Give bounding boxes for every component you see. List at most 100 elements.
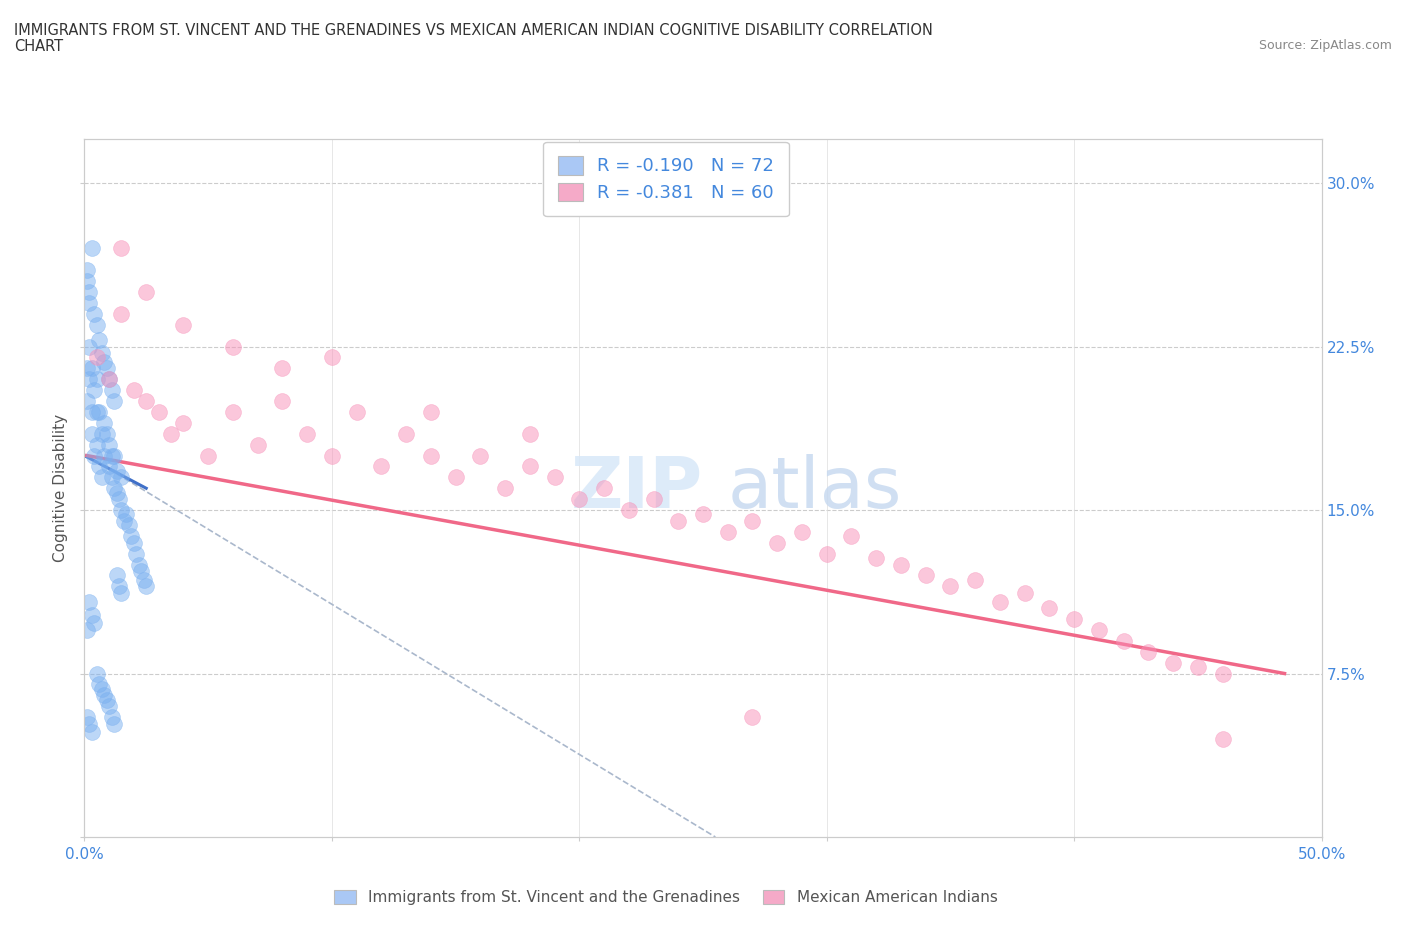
Point	[271, 361, 294, 376]
Point	[914, 568, 936, 583]
Text: IMMIGRANTS FROM ST. VINCENT AND THE GRENADINES VS MEXICAN AMERICAN INDIAN COGNIT: IMMIGRANTS FROM ST. VINCENT AND THE GREN…	[14, 23, 934, 38]
Point	[128, 557, 150, 572]
Point	[129, 564, 152, 578]
Point	[83, 307, 105, 322]
Point	[83, 616, 105, 631]
Point	[86, 437, 108, 452]
Point	[1112, 633, 1135, 648]
Point	[110, 502, 132, 517]
Text: Source: ZipAtlas.com: Source: ZipAtlas.com	[1258, 39, 1392, 52]
Point	[419, 448, 441, 463]
Point	[93, 416, 115, 431]
Point	[543, 470, 565, 485]
Point	[80, 361, 103, 376]
Point	[1212, 732, 1234, 747]
Point	[110, 586, 132, 601]
Point	[79, 372, 101, 387]
Point	[98, 698, 121, 713]
Point	[76, 393, 98, 408]
Point	[717, 525, 740, 539]
Point	[79, 285, 101, 299]
Point	[86, 350, 108, 365]
Point	[1038, 601, 1060, 616]
Point	[370, 459, 392, 474]
Point	[89, 405, 111, 419]
Point	[890, 557, 912, 572]
Point	[79, 594, 101, 609]
Point	[76, 361, 98, 376]
Point	[939, 578, 962, 593]
Point	[105, 568, 128, 583]
Legend: Immigrants from St. Vincent and the Grenadines, Mexican American Indians: Immigrants from St. Vincent and the Gren…	[326, 883, 1005, 913]
Point	[741, 513, 763, 528]
Point	[865, 551, 887, 565]
Point	[90, 682, 112, 697]
Point	[135, 285, 157, 299]
Point	[321, 448, 343, 463]
Point	[98, 372, 121, 387]
Point	[125, 546, 148, 561]
Point	[110, 307, 132, 322]
Point	[86, 317, 108, 332]
Point	[76, 622, 98, 637]
Point	[110, 470, 132, 485]
Point	[494, 481, 516, 496]
Point	[122, 383, 145, 398]
Point	[246, 437, 269, 452]
Point	[105, 463, 128, 478]
Point	[76, 273, 98, 288]
Point	[100, 448, 122, 463]
Point	[115, 507, 138, 522]
Point	[519, 426, 541, 441]
Point	[103, 448, 125, 463]
Point	[110, 241, 132, 256]
Point	[90, 470, 112, 485]
Point	[76, 710, 98, 724]
Point	[103, 716, 125, 731]
Point	[419, 405, 441, 419]
Point	[295, 426, 318, 441]
Point	[80, 426, 103, 441]
Point	[1137, 644, 1160, 659]
Point	[666, 513, 689, 528]
Point	[135, 578, 157, 593]
Point	[79, 716, 101, 731]
Point	[519, 459, 541, 474]
Point	[103, 393, 125, 408]
Point	[118, 518, 141, 533]
Point	[841, 529, 863, 544]
Point	[160, 426, 183, 441]
Point	[135, 393, 157, 408]
Point	[222, 339, 245, 354]
Point	[83, 448, 105, 463]
Point	[79, 339, 101, 354]
Point	[444, 470, 467, 485]
Point	[100, 470, 122, 485]
Point	[1088, 622, 1111, 637]
Point	[815, 546, 838, 561]
Point	[89, 333, 111, 348]
Point	[90, 346, 112, 361]
Point	[89, 459, 111, 474]
Point	[76, 263, 98, 278]
Point	[80, 725, 103, 740]
Point	[470, 448, 492, 463]
Text: atlas: atlas	[728, 454, 903, 523]
Text: CHART: CHART	[14, 39, 63, 54]
Point	[96, 426, 118, 441]
Point	[692, 507, 714, 522]
Point	[197, 448, 219, 463]
Point	[741, 710, 763, 724]
Point	[83, 383, 105, 398]
Point	[222, 405, 245, 419]
Point	[965, 572, 987, 587]
Point	[112, 513, 135, 528]
Point	[80, 241, 103, 256]
Point	[105, 485, 128, 500]
Point	[108, 578, 131, 593]
Point	[79, 296, 101, 311]
Point	[120, 529, 142, 544]
Point	[766, 536, 789, 551]
Point	[93, 448, 115, 463]
Point	[96, 361, 118, 376]
